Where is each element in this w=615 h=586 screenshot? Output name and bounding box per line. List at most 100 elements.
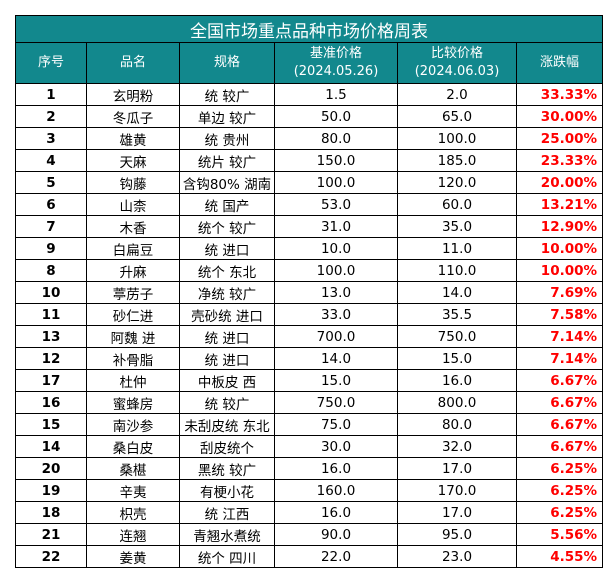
cell-change: 10.00%: [515, 259, 604, 282]
cell-compare-price: 110.0: [397, 259, 517, 282]
table-row: 4 天麻 统片 较广 150.0 185.0 23.33%: [15, 149, 604, 172]
cell-change: 6.25%: [515, 457, 604, 480]
cell-compare-price: 32.0: [397, 435, 517, 458]
cell-spec: 统片 较广: [179, 149, 275, 172]
cell-spec: 壳砂统 进口: [179, 303, 275, 326]
cell-compare-price: 80.0: [397, 413, 517, 436]
cell-base-price: 50.0: [274, 105, 398, 128]
cell-index: 7: [15, 215, 87, 238]
cell-change: 7.69%: [515, 281, 604, 304]
cell-name: 连翘: [86, 523, 180, 546]
table-title: 全国市场重点品种市场价格周表: [14, 15, 604, 43]
cell-index: 17: [15, 369, 87, 392]
table-row: 5 钩藤 含钩80% 湖南 100.0 120.0 20.00%: [15, 171, 604, 194]
cell-spec: 中板皮 西: [179, 369, 275, 392]
cell-compare-price: 14.0: [397, 281, 517, 304]
cell-base-price: 22.0: [274, 545, 398, 568]
cell-compare-price: 35.0: [397, 215, 517, 238]
cell-change: 6.25%: [515, 479, 604, 502]
cell-index: 6: [15, 193, 87, 216]
cell-name: 姜黄: [86, 545, 180, 568]
cell-base-price: 33.0: [274, 303, 398, 326]
cell-base-price: 16.0: [274, 457, 398, 480]
table-row: 7 木香 统个 较广 31.0 35.0 12.90%: [15, 215, 604, 238]
cell-change: 5.56%: [515, 523, 604, 546]
header-compare-price: 比较价格 (2024.06.03): [397, 42, 517, 84]
cell-index: 19: [15, 479, 87, 502]
cell-compare-price: 15.0: [397, 347, 517, 370]
table-row: 18 枳壳统 江西 16.0 17.0 6.25%: [15, 501, 604, 524]
cell-compare-price: 185.0: [397, 149, 517, 172]
cell-name: 葶苈子: [86, 281, 180, 304]
cell-change: 7.14%: [515, 347, 604, 370]
cell-change: 7.14%: [515, 325, 604, 348]
cell-change: 33.33%: [515, 83, 604, 106]
cell-compare-price: 2.0: [397, 83, 517, 106]
cell-base-price: 100.0: [274, 171, 398, 194]
cell-compare-price: 11.0: [397, 237, 517, 260]
cell-name: 山柰: [86, 193, 180, 216]
cell-name: 玄明粉: [86, 83, 180, 106]
table-row: 19 辛夷 有梗小花 160.0 170.0 6.25%: [15, 479, 604, 502]
header-base-price: 基准价格 (2024.05.26): [274, 42, 398, 84]
cell-index: 11: [15, 303, 87, 326]
table-row: 16 蜜蜂房统 较广 750.0 800.0 6.67%: [15, 391, 604, 414]
cell-index: 1: [15, 83, 87, 106]
cell-spec: 黑统 较广: [179, 457, 275, 480]
cell-base-price: 30.0: [274, 435, 398, 458]
price-table-container: 全国市场重点品种市场价格周表 序号 品名 规格 基准价格 (2024.05.26…: [14, 15, 604, 568]
cell-index: 20: [15, 457, 87, 480]
table-row: 2 冬瓜子 单边 较广 50.0 65.0 30.00%: [15, 105, 604, 128]
cell-compare-price: 23.0: [397, 545, 517, 568]
cell-base-price: 75.0: [274, 413, 398, 436]
cell-name: 补骨脂: [86, 347, 180, 370]
cell-compare-price: 60.0: [397, 193, 517, 216]
cell-index: 18: [15, 501, 87, 524]
cell-compare-price: 17.0: [397, 457, 517, 480]
header-spec: 规格: [179, 42, 275, 84]
cell-index: 9: [15, 237, 87, 260]
cell-base-price: 700.0: [274, 325, 398, 348]
cell-name: 南沙参: [86, 413, 180, 436]
cell-spec: 单边 较广: [179, 105, 275, 128]
cell-base-price: 160.0: [274, 479, 398, 502]
cell-compare-price: 100.0: [397, 127, 517, 150]
cell-change: 12.90%: [515, 215, 604, 238]
cell-name: 桑白皮: [86, 435, 180, 458]
table-row: 20 桑椹 黑统 较广 16.0 17.0 6.25%: [15, 457, 604, 480]
cell-name: 升麻: [86, 259, 180, 282]
cell-name: 白扁豆: [86, 237, 180, 260]
cell-base-price: 31.0: [274, 215, 398, 238]
cell-change: 30.00%: [515, 105, 604, 128]
cell-base-price: 100.0: [274, 259, 398, 282]
cell-spec: 统 进口: [179, 347, 275, 370]
cell-name: 雄黄: [86, 127, 180, 150]
cell-compare-price: 95.0: [397, 523, 517, 546]
cell-index: 8: [15, 259, 87, 282]
cell-name: 枳壳: [86, 501, 180, 524]
cell-index: 15: [15, 413, 87, 436]
cell-spec: 统 较广: [179, 391, 275, 414]
cell-index: 3: [15, 127, 87, 150]
header-name: 品名: [86, 42, 180, 84]
cell-spec: 青翘水煮统: [179, 523, 275, 546]
header-change: 涨跌幅: [515, 42, 604, 84]
cell-name: 天麻: [86, 149, 180, 172]
cell-base-price: 13.0: [274, 281, 398, 304]
cell-index: 12: [15, 347, 87, 370]
cell-index: 14: [15, 435, 87, 458]
cell-change: 10.00%: [515, 237, 604, 260]
cell-compare-price: 170.0: [397, 479, 517, 502]
header-index: 序号: [15, 42, 87, 84]
cell-name: 辛夷: [86, 479, 180, 502]
cell-spec: 统 较广: [179, 83, 275, 106]
header-compare-label: 比较价格: [430, 46, 483, 61]
cell-index: 22: [15, 545, 87, 568]
cell-compare-price: 800.0: [397, 391, 517, 414]
cell-change: 6.67%: [515, 369, 604, 392]
cell-index: 13: [15, 325, 87, 348]
cell-change: 20.00%: [515, 171, 604, 194]
header-base-date: (2024.05.26): [293, 64, 379, 79]
price-table: 全国市场重点品种市场价格周表 序号 品名 规格 基准价格 (2024.05.26…: [14, 15, 604, 568]
cell-spec: 有梗小花: [179, 479, 275, 502]
